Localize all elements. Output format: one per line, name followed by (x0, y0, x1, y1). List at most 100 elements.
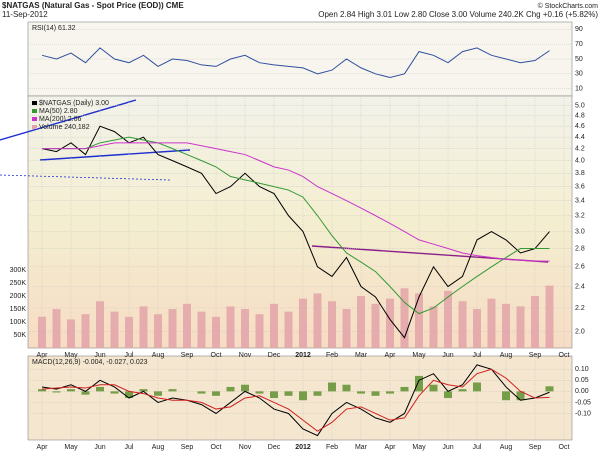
bar (96, 386, 104, 392)
x-tick-label: Oct (211, 352, 222, 359)
x-tick-label: Nov (239, 444, 252, 451)
y-tick-label: 300K (10, 267, 27, 274)
bar (67, 319, 75, 348)
bar (110, 391, 119, 394)
bar (371, 391, 380, 396)
bar (226, 306, 235, 348)
legend-swatch (32, 117, 37, 121)
bar (299, 391, 307, 401)
bar (125, 391, 133, 398)
bar (357, 296, 365, 348)
bar (444, 290, 452, 348)
bar (139, 306, 148, 348)
y-tick-label: 70 (575, 41, 583, 48)
x-tick-label: Sep (529, 444, 542, 451)
bar (400, 288, 409, 348)
x-tick-label: Sep (181, 352, 194, 359)
legend-label: $NATGAS (Daily) 3.00 (39, 100, 109, 107)
bar (255, 391, 264, 394)
bar (516, 391, 525, 401)
x-tick-label: Feb (326, 444, 338, 451)
bar (371, 303, 380, 348)
bar (415, 375, 423, 392)
bar (241, 309, 249, 348)
bar (154, 391, 162, 396)
x-tick-label: Oct (559, 444, 570, 451)
bar (270, 303, 278, 348)
bar (386, 391, 394, 394)
legend-label: Volume 240,182 (39, 124, 90, 131)
bar (400, 386, 409, 392)
bar (545, 285, 554, 348)
y-tick-label: 4.6 (575, 123, 585, 130)
x-tick-label: Jul (125, 444, 134, 451)
symbol-title: $NATGAS (Natural Gas - Spot Price (EOD))… (2, 1, 184, 10)
x-tick-label: Apr (37, 444, 49, 451)
x-tick-label: Jun (94, 444, 105, 451)
y-tick-label: 0.10 (575, 366, 589, 373)
y-tick-label: 90 (575, 26, 583, 33)
series-line (41, 368, 550, 432)
bar (444, 391, 452, 398)
x-tick-label: Jun (94, 352, 105, 359)
bar (487, 298, 496, 348)
bar (429, 384, 438, 392)
x-tick-label: Dec (268, 444, 281, 451)
y-tick-label: 30 (575, 71, 583, 78)
x-tick-label: Aug (500, 352, 513, 359)
bar (67, 389, 75, 392)
bar (168, 309, 177, 348)
bar (241, 384, 249, 392)
y-tick-label: 4.4 (575, 134, 585, 141)
bar (226, 386, 235, 392)
x-tick-label: Apr (37, 352, 49, 359)
x-tick-label: Dec (268, 352, 281, 359)
trendline (0, 99, 137, 141)
bar (81, 314, 90, 348)
x-tick-label: Aug (500, 444, 513, 451)
x-tick-label: Oct (211, 444, 222, 451)
y-tick-label: 200K (10, 293, 27, 300)
y-tick-label: -0.10 (575, 410, 591, 417)
bar (270, 391, 278, 398)
x-tick-label: Apr (385, 352, 397, 359)
bar (197, 391, 206, 394)
y-tick-label: 2.6 (575, 264, 585, 271)
legend-swatch (32, 109, 37, 113)
bar (212, 391, 220, 396)
x-tick-label: Sep (529, 352, 542, 359)
quote: Open 2.84 High 3.01 Low 2.80 Close 3.00 … (318, 10, 598, 19)
legend-swatch (32, 125, 37, 129)
bar (328, 382, 336, 392)
bar (154, 314, 162, 348)
bar (125, 316, 133, 348)
panel-title: MACD(12,26,9) -0.004, -0.027, 0.023 (32, 359, 148, 366)
x-tick-label: 2012 (295, 444, 311, 451)
legend-swatch (32, 101, 37, 105)
bar (168, 389, 177, 392)
x-tick-label: 2012 (295, 352, 311, 359)
bar (38, 389, 46, 392)
y-tick-label: 100K (10, 319, 27, 326)
bar (139, 389, 148, 392)
x-tick-label: Jul (473, 352, 482, 359)
y-tick-label: 0.05 (575, 377, 589, 384)
y-tick-label: 250K (10, 280, 27, 287)
bar (212, 316, 220, 348)
trendline (39, 149, 191, 161)
y-tick-label: 4.0 (575, 157, 585, 164)
bar (255, 314, 264, 348)
y-tick-label: 2.4 (575, 283, 585, 290)
bar (473, 382, 481, 392)
bar (458, 389, 467, 392)
credit: © StockCharts.com (538, 2, 599, 10)
series-line (41, 47, 550, 79)
x-tick-label: May (64, 352, 78, 359)
x-tick-label: Feb (326, 352, 338, 359)
bar (197, 311, 206, 348)
bar (313, 391, 322, 396)
y-tick-label: 2.8 (575, 245, 585, 252)
y-tick-label: 0.00 (575, 388, 589, 395)
x-tick-label: Jun (442, 352, 453, 359)
bar (502, 391, 510, 401)
